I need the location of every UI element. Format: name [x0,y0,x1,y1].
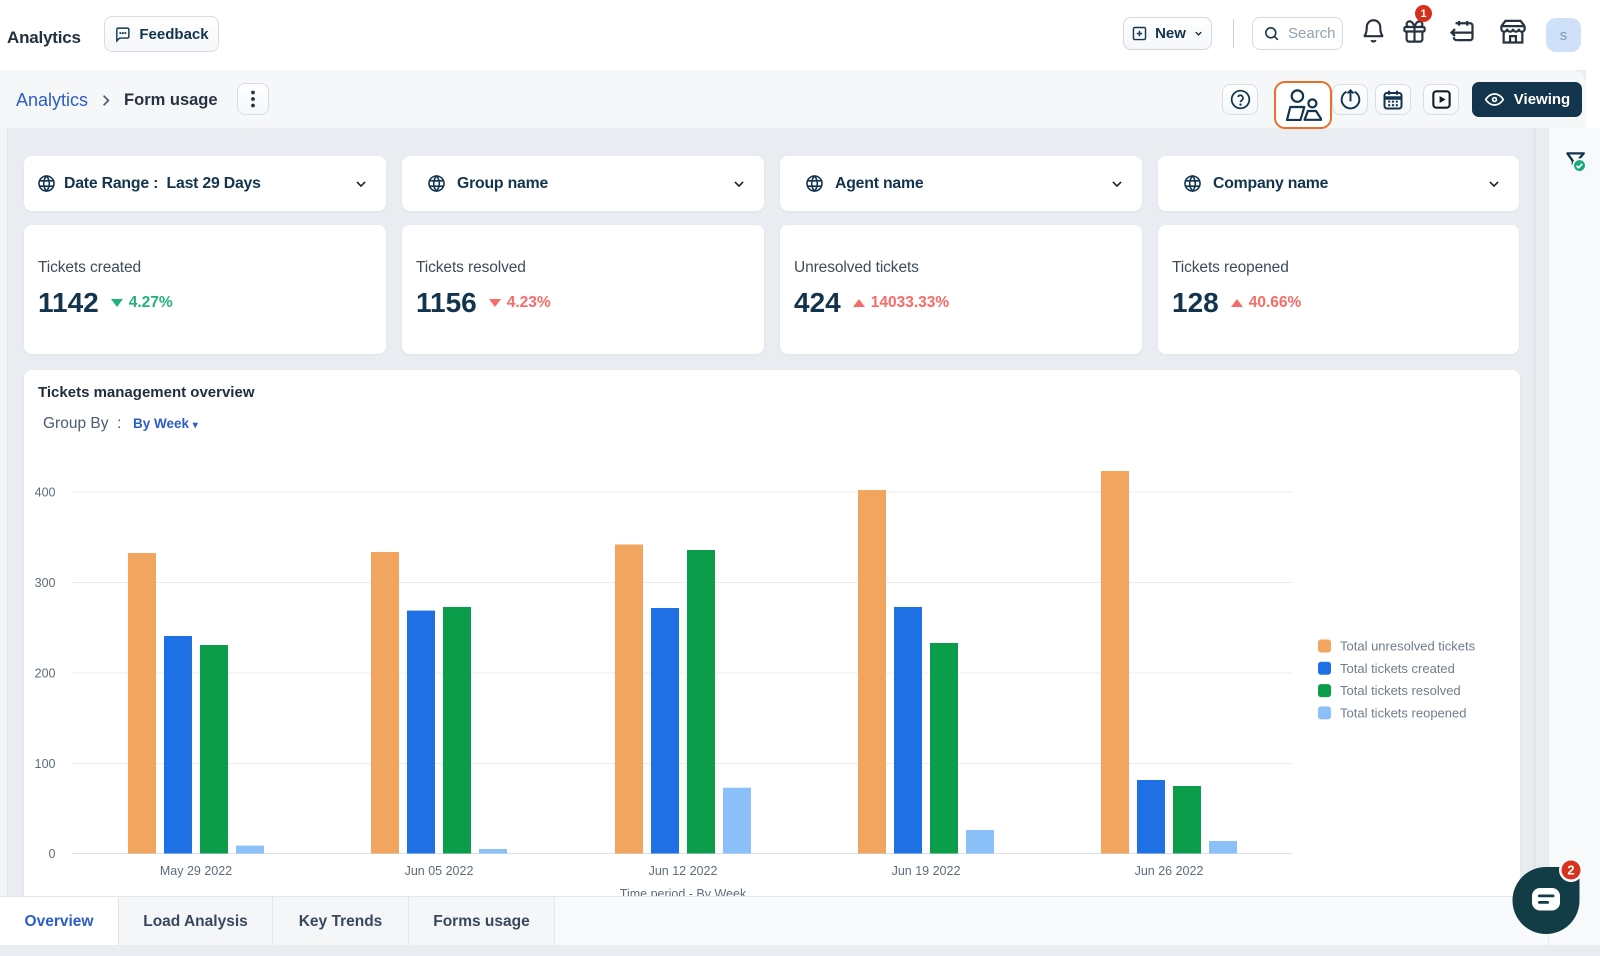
svg-text:May 29 2022: May 29 2022 [160,864,232,878]
svg-text:200: 200 [35,667,56,681]
svg-text:Jun 05 2022: Jun 05 2022 [405,864,474,878]
svg-text:100: 100 [35,757,56,771]
svg-text:Total tickets resolved: Total tickets resolved [1340,683,1461,698]
svg-text:2: 2 [1567,862,1574,877]
svg-text:400: 400 [35,486,56,500]
svg-text:Total unresolved tickets: Total unresolved tickets [1340,639,1476,654]
svg-text:Total tickets created: Total tickets created [1340,661,1455,676]
svg-text:Jun 19 2022: Jun 19 2022 [892,864,961,878]
svg-text:Jun 26 2022: Jun 26 2022 [1135,864,1204,878]
svg-text:Total tickets reopened: Total tickets reopened [1340,705,1466,720]
svg-text:Jun 12 2022: Jun 12 2022 [649,864,718,878]
svg-text:0: 0 [49,847,56,861]
svg-text:300: 300 [35,576,56,590]
